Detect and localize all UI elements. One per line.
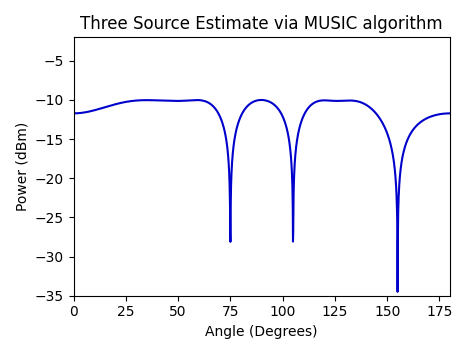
Y-axis label: Power (dBm): Power (dBm): [15, 122, 29, 211]
Title: Three Source Estimate via MUSIC algorithm: Three Source Estimate via MUSIC algorith…: [80, 15, 443, 33]
X-axis label: Angle (Degrees): Angle (Degrees): [205, 325, 318, 339]
